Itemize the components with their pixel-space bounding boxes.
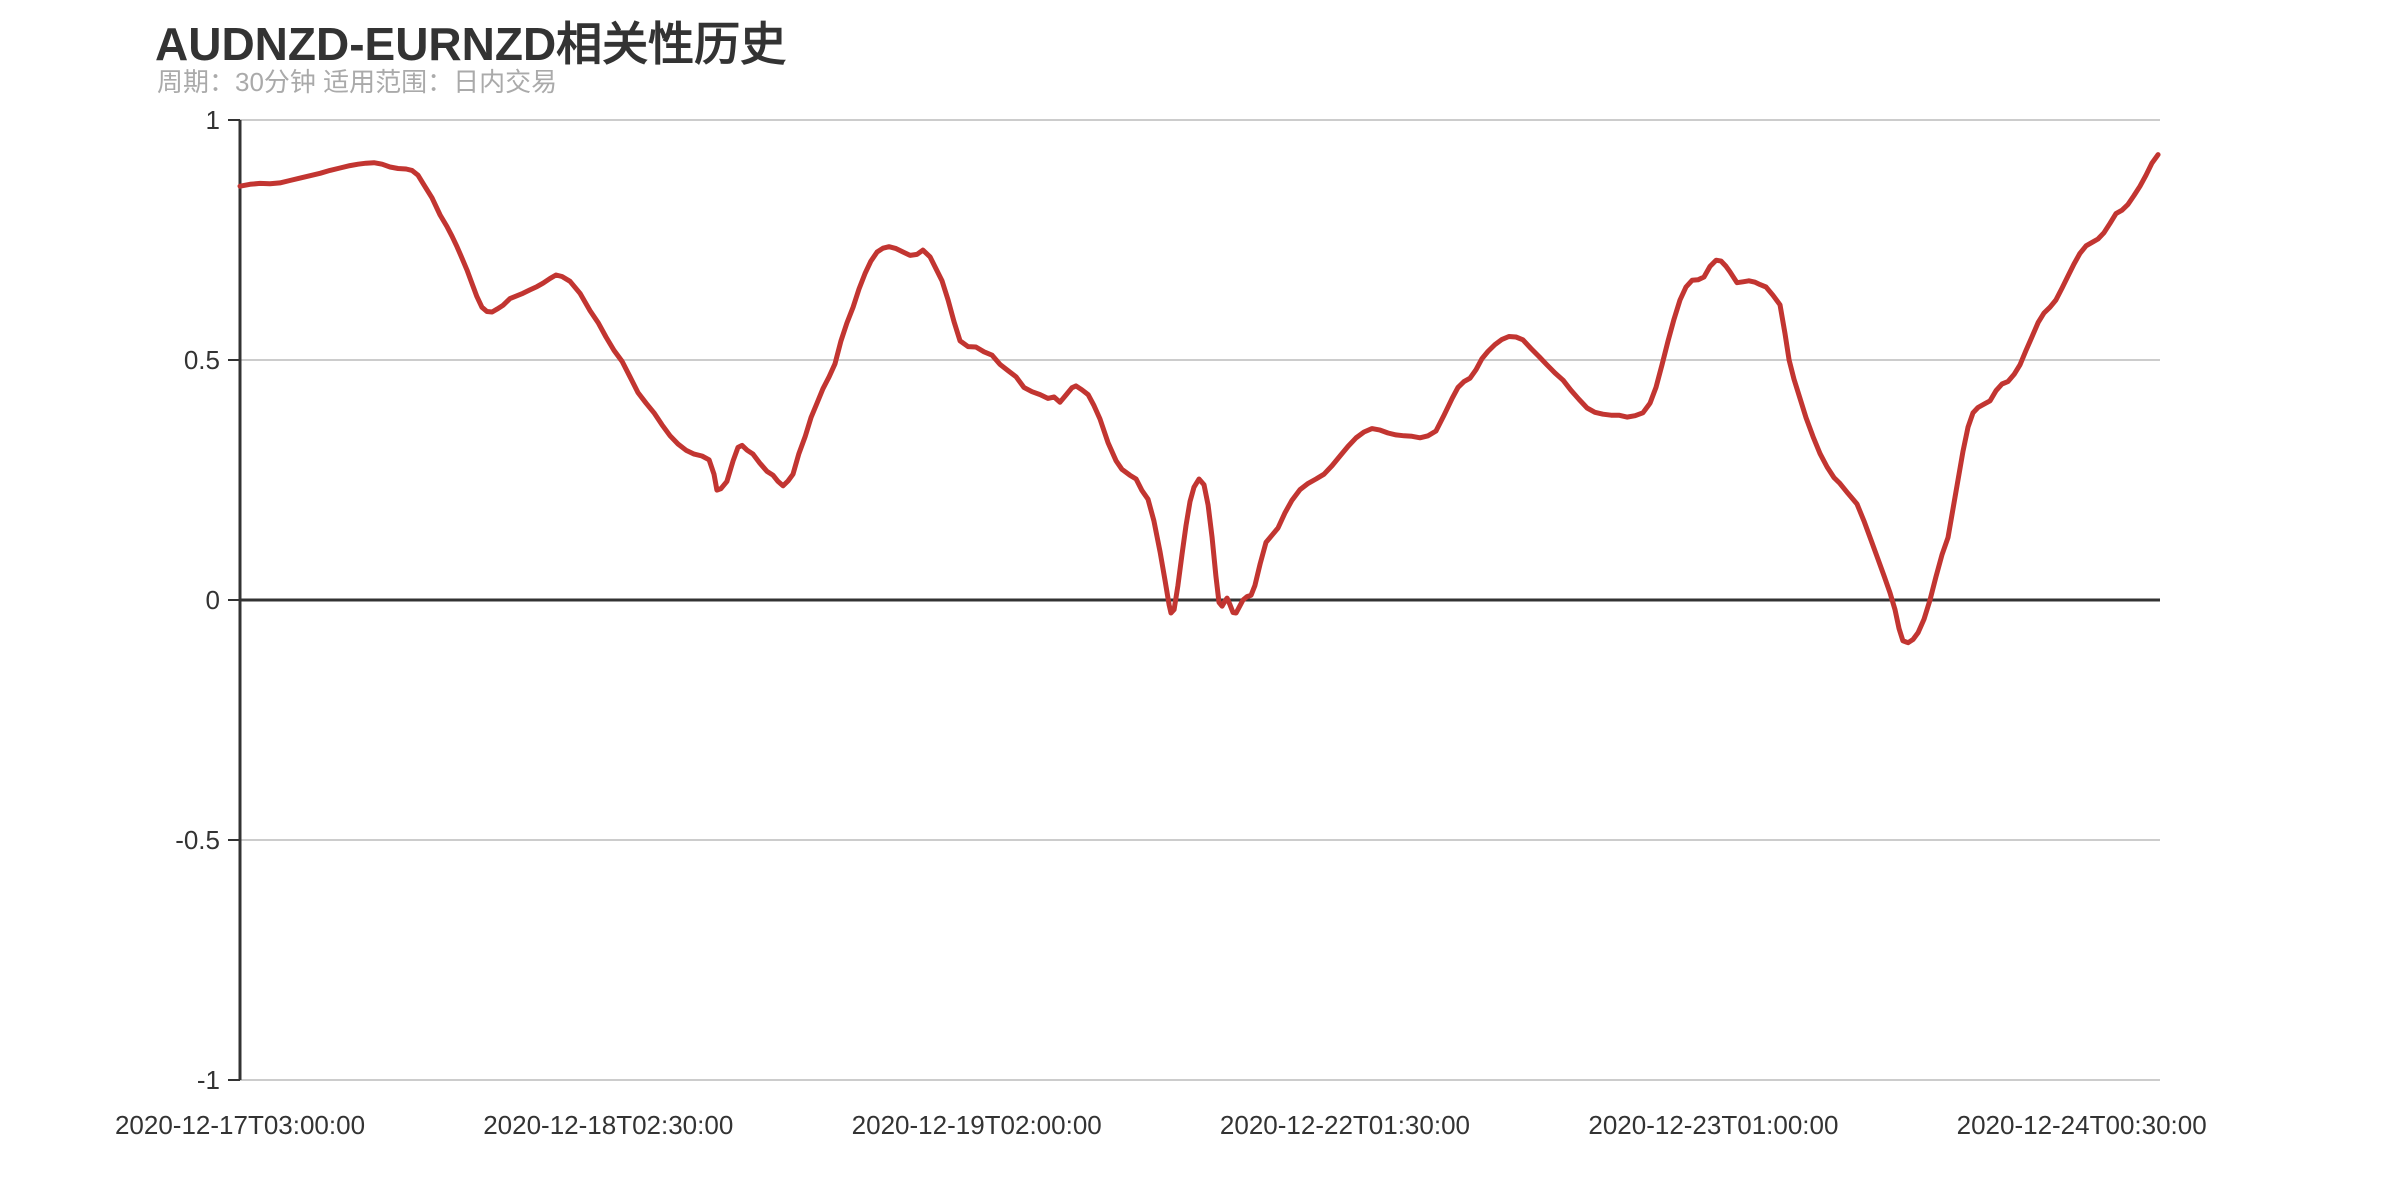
chart-subtitle: 周期：30分钟 适用范围：日内交易 <box>157 67 558 97</box>
x-axis-label: 2020-12-24T00:30:00 <box>1957 1110 2207 1140</box>
y-axis-label: 0.5 <box>184 345 220 375</box>
x-axis-label: 2020-12-17T03:00:00 <box>115 1110 365 1140</box>
y-axis-label: -1 <box>197 1065 220 1095</box>
chart-title: AUDNZD-EURNZD相关性历史 <box>155 18 787 70</box>
y-axis-label: 1 <box>206 105 220 135</box>
x-axis-label: 2020-12-18T02:30:00 <box>483 1110 733 1140</box>
correlation-line <box>237 152 2161 646</box>
y-axis-label: 0 <box>206 585 220 615</box>
x-axis-label: 2020-12-22T01:30:00 <box>1220 1110 1470 1140</box>
x-axis-label: 2020-12-23T01:00:00 <box>1588 1110 1838 1140</box>
x-axis-label: 2020-12-19T02:00:00 <box>852 1110 1102 1140</box>
y-axis-label: -0.5 <box>175 825 220 855</box>
